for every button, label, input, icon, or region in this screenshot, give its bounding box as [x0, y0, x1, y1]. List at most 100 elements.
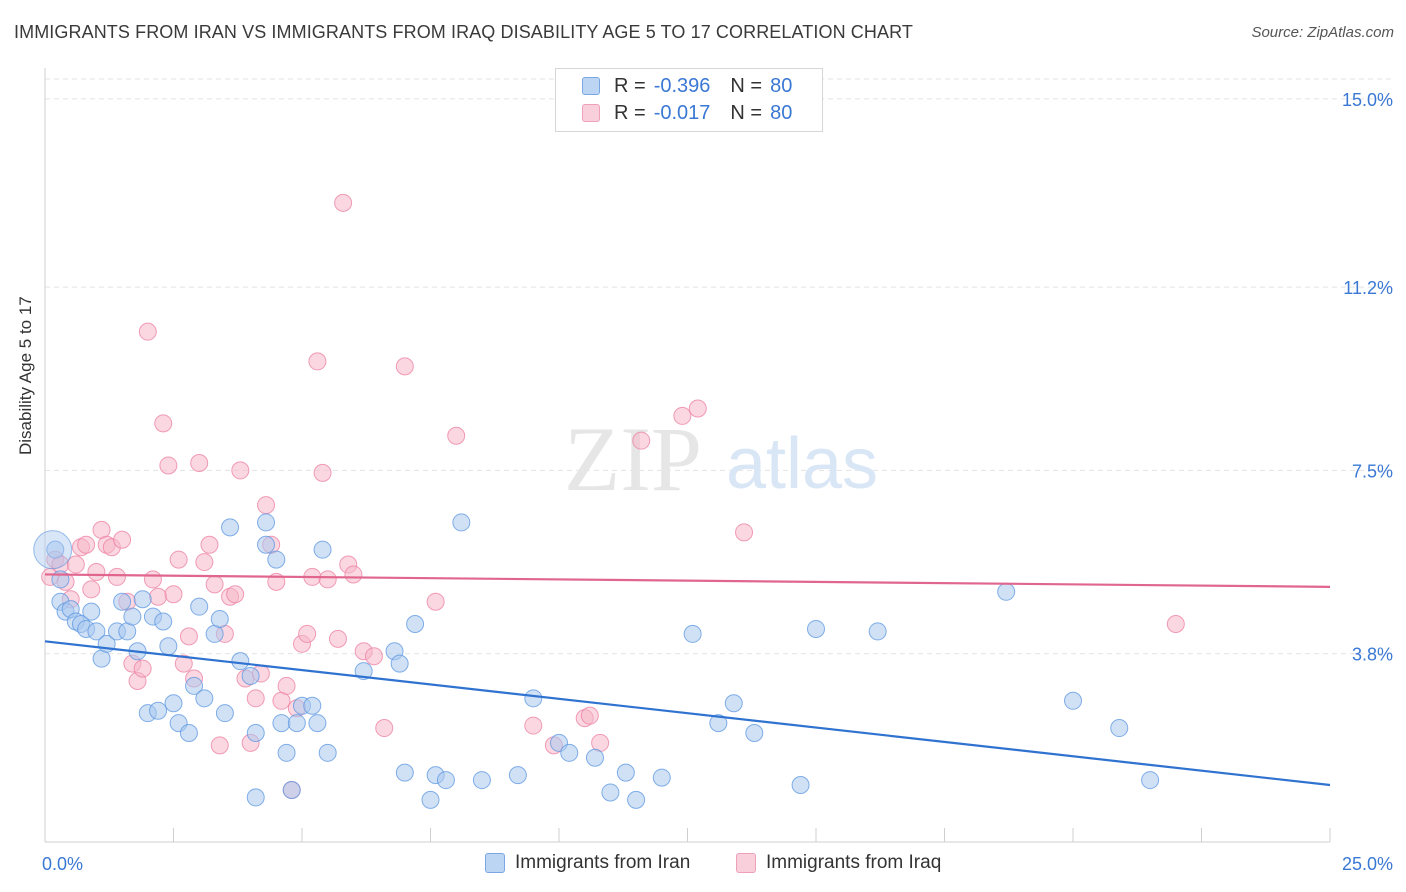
- iran-point: [616, 763, 635, 782]
- iran-point: [807, 619, 825, 638]
- iraq-point: [395, 357, 414, 376]
- iraq-point: [375, 719, 394, 738]
- iran-point: [190, 597, 209, 616]
- iraq-trend-line: [44, 573, 1331, 588]
- iraq-point: [735, 523, 754, 542]
- iraq-point: [77, 535, 96, 554]
- iran-point: [997, 582, 1016, 601]
- iraq-point: [133, 659, 152, 678]
- legend-item-iraq[interactable]: Immigrants from Iraq: [736, 852, 941, 874]
- iran-point: [246, 724, 265, 742]
- iran-point: [1141, 771, 1160, 790]
- iran-point: [272, 714, 291, 733]
- iran-point: [1064, 691, 1082, 710]
- x-tick-label: 25.0%: [1342, 854, 1393, 874]
- iraq-point: [447, 426, 466, 445]
- iran-point: [560, 743, 579, 762]
- iraq-point: [231, 461, 250, 480]
- iran-point: [87, 622, 106, 641]
- iraq-point: [334, 193, 353, 212]
- iraq-point: [226, 585, 245, 604]
- iraq-point: [1166, 615, 1185, 633]
- iran-point: [33, 530, 73, 570]
- iran-point: [123, 607, 142, 626]
- iraq-point: [200, 535, 219, 554]
- iraq-point: [210, 736, 229, 755]
- watermark: ZIP atlas: [564, 408, 878, 510]
- iraq-point: [113, 530, 132, 549]
- y-tick-label: 15.0%: [1342, 90, 1393, 110]
- iraq-point: [277, 676, 296, 695]
- iran-point: [508, 766, 527, 785]
- legend-n-label: N =: [730, 101, 763, 124]
- iraq-point: [164, 585, 183, 604]
- iraq-point: [344, 565, 363, 584]
- watermark-atlas: atlas: [726, 424, 878, 504]
- iraq-point: [313, 463, 332, 482]
- iraq-point: [524, 716, 543, 735]
- iran-point: [745, 724, 764, 742]
- iraq-point: [159, 456, 178, 475]
- iran-point: [287, 714, 306, 733]
- iraq-point: [107, 567, 126, 586]
- iraq-point: [246, 689, 265, 708]
- legend-r-label: R =: [614, 74, 646, 97]
- iraq-point: [179, 627, 198, 646]
- trend-lines: [44, 573, 1331, 787]
- iran-point: [159, 637, 178, 656]
- iran-point: [231, 652, 250, 671]
- iran-point: [149, 701, 168, 720]
- iraq-point: [308, 352, 327, 371]
- iran-point: [436, 771, 455, 790]
- iraq-point: [688, 399, 707, 418]
- iraq-point: [143, 570, 162, 589]
- y-tick-label: 3.8%: [1352, 645, 1393, 665]
- legend-swatch-iraq: [582, 104, 600, 122]
- iran-point: [318, 743, 337, 762]
- iran-point: [472, 771, 491, 790]
- legend-n-label: N =: [730, 74, 763, 97]
- iraq-point: [195, 553, 214, 572]
- gridlines: [45, 78, 1392, 655]
- iran-point: [113, 592, 132, 611]
- iran-point: [709, 714, 728, 733]
- iraq-point: [632, 431, 651, 450]
- iraq-point: [66, 555, 85, 574]
- chart-title: IMMIGRANTS FROM IRAN VS IMMIGRANTS FROM …: [14, 22, 913, 42]
- iran-point: [683, 624, 702, 643]
- iraq-point: [154, 414, 173, 433]
- iran-point: [282, 780, 301, 799]
- iran-point: [185, 676, 204, 695]
- iran-point: [421, 790, 440, 809]
- iran-point: [791, 776, 810, 795]
- iran-point: [868, 622, 887, 641]
- iran-point: [524, 689, 543, 708]
- iran-point: [395, 763, 414, 782]
- iran-point: [246, 788, 265, 807]
- iraq-point: [169, 550, 188, 569]
- legend-row-iraq: R = -0.017 N = 80: [582, 101, 792, 125]
- tick-labels: 3.8% 7.5% 11.2% 15.0% 0.0% 25.0%: [42, 90, 1393, 874]
- watermark-zip: ZIP: [564, 408, 702, 510]
- legend-item-iran[interactable]: Immigrants from Iran: [485, 852, 690, 874]
- iran-point: [241, 667, 260, 686]
- legend-r-value: -0.396: [653, 74, 711, 97]
- iran-point: [406, 615, 425, 633]
- iraq-point: [426, 592, 445, 611]
- y-tick-label: 7.5%: [1352, 461, 1393, 481]
- legend-label-iraq: Immigrants from Iraq: [766, 852, 942, 873]
- iraq-point: [205, 575, 224, 594]
- iran-trend-line: [44, 640, 1331, 787]
- y-axis-label: Disability Age 5 to 17: [16, 296, 35, 455]
- iran-point: [627, 790, 646, 809]
- legend-n-value: 80: [770, 74, 793, 97]
- iran-point: [267, 550, 286, 569]
- iran-point: [210, 610, 229, 629]
- iran-point: [585, 748, 604, 767]
- iran-point: [154, 612, 173, 631]
- iraq-point: [87, 562, 106, 581]
- iraq-point: [328, 629, 347, 648]
- iran-point: [257, 535, 276, 554]
- iraq-point: [318, 570, 337, 589]
